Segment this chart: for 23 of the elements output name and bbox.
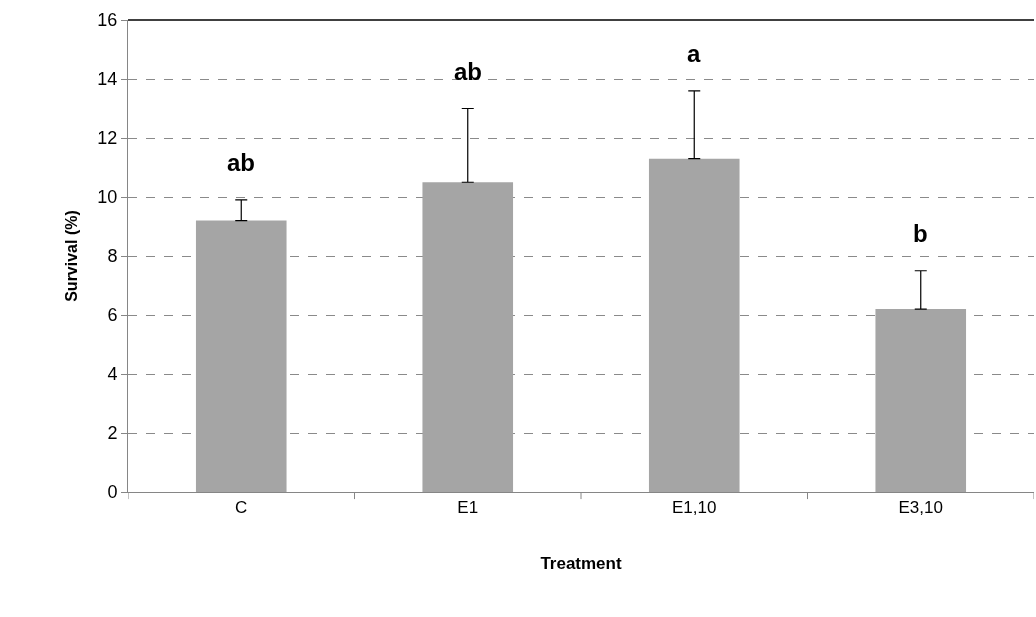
y-tick-label: 4 [107, 364, 118, 385]
bar [875, 309, 967, 492]
y-axis-title: Survival (%) [63, 210, 81, 302]
y-tick-label: 16 [97, 10, 118, 31]
y-tick-label: 8 [107, 246, 118, 267]
y-tick-label: 6 [107, 305, 118, 326]
annotation: ab [454, 58, 483, 85]
annotation: b [913, 220, 928, 247]
y-tick-label: 14 [97, 69, 118, 90]
x-tick-label: E1,10 [672, 498, 717, 518]
x-axis-title: Treatment [540, 553, 622, 573]
x-tick-label: C [235, 498, 248, 518]
x-tick-label: E1 [457, 498, 479, 518]
y-tick-label: 2 [107, 423, 118, 444]
annotation: a [687, 40, 701, 67]
bar [422, 182, 514, 492]
y-tick-label: 10 [97, 187, 118, 208]
bar [195, 220, 287, 492]
annotation: ab [227, 149, 256, 176]
y-tick-label: 12 [97, 128, 118, 149]
x-tick-label: E3,10 [898, 498, 943, 518]
y-tick-label: 0 [107, 482, 118, 503]
bar [648, 158, 740, 492]
